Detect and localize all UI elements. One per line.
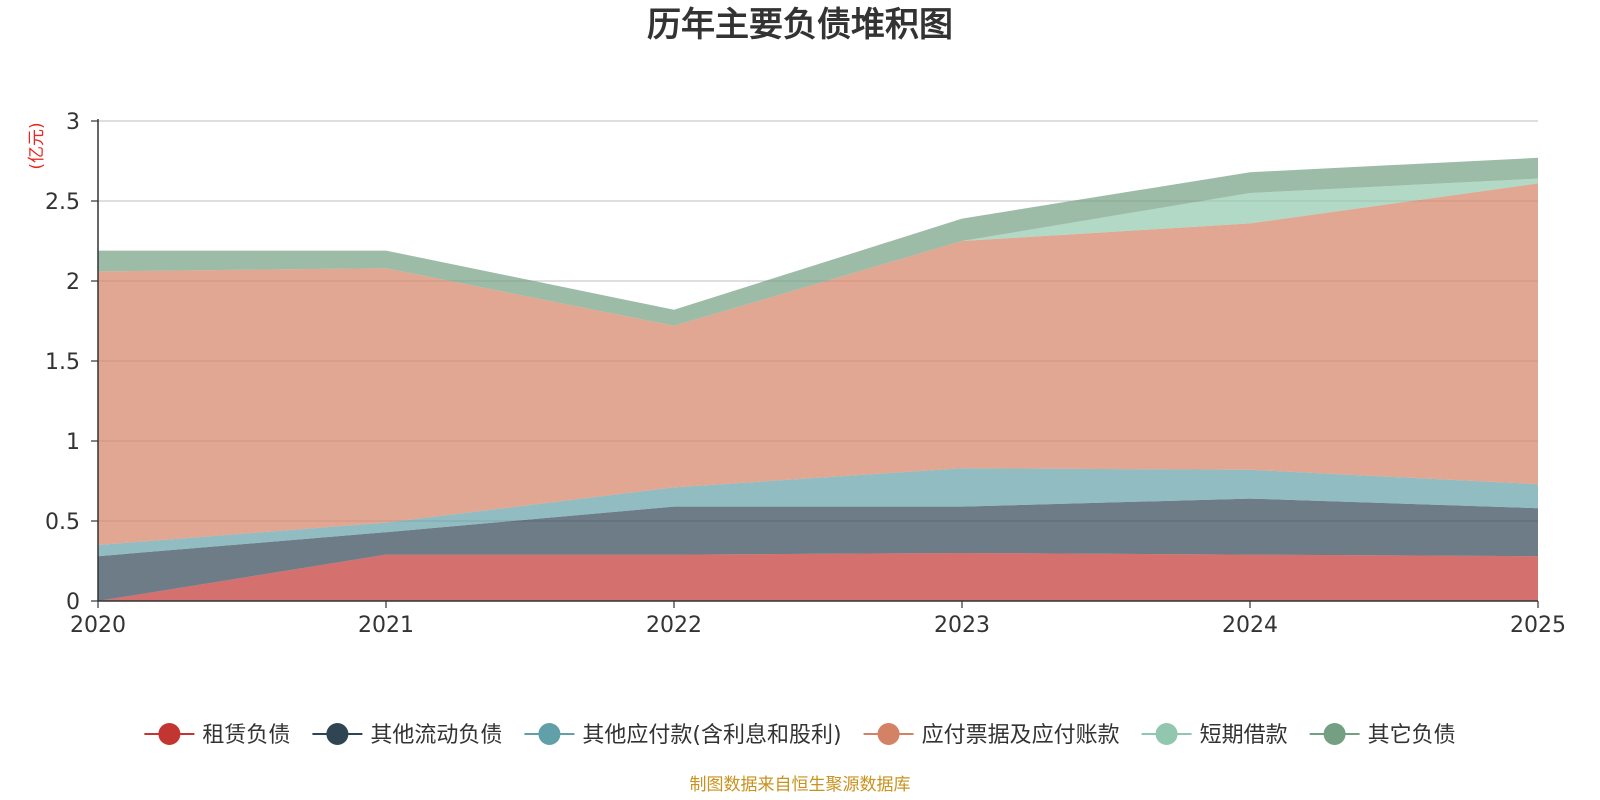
legend-item-4[interactable]: 短期借款 [1141,723,1288,748]
area-series-2 [98,468,1538,557]
legend-item-2[interactable]: 其他应付款(含利息和股利) [524,723,842,748]
area-series-0 [98,553,1538,601]
y-tick-label: 2.5 [45,190,80,215]
legend-label: 短期借款 [1200,723,1288,748]
x-tick-label: 2025 [1510,613,1566,638]
legend-label: 其他流动负债 [370,723,502,748]
legend-circle-icon [158,723,181,745]
chart-title: 历年主要负债堆积图 [647,5,953,45]
legend-circle-icon [1323,723,1346,745]
legend-circle-icon [877,723,900,745]
x-tick-label: 2021 [358,613,414,638]
area-series-3 [98,183,1538,545]
legend: 租赁负债 其他流动负债 其他应付款(含利息和股利) 应付票据及应付账款 短期借款 其它负债 [144,723,1456,748]
y-tick-label: 1.5 [45,350,80,375]
y-tick-label: 3 [66,110,80,135]
y-tick-label: 2 [66,270,80,295]
legend-item-5[interactable]: 其它负债 [1309,723,1456,748]
legend-circle-icon [326,723,349,745]
x-tick-label: 2022 [646,613,702,638]
axes: 0 0.5 1 1.5 2 2.5 3 2020 2021 2022 2023 2024 2025 [45,110,1566,638]
x-tick-label: 2024 [1222,613,1278,638]
legend-item-3[interactable]: 应付票据及应付账款 [863,723,1120,748]
legend-label: 其他应付款(含利息和股利) [582,723,841,748]
x-tick-label: 2020 [70,613,126,638]
legend-item-1[interactable]: 其他流动负债 [312,723,502,748]
area-series-5 [98,157,1538,326]
legend-circle-icon [538,723,561,745]
area-series-group [98,157,1538,601]
source-note: 制图数据来自恒生聚源数据库 [690,775,911,795]
y-axis-unit-label: (亿元) [27,122,47,169]
legend-item-0[interactable]: 租赁负债 [144,723,290,748]
y-tick-label: 0.5 [45,510,80,535]
x-tick-label: 2023 [934,613,990,638]
legend-circle-icon [1155,723,1178,745]
area-series-1 [98,498,1538,601]
area-series-4 [98,178,1538,326]
legend-label: 应付票据及应付账款 [922,723,1120,748]
y-tick-label: 1 [66,430,80,455]
y-tick-label: 0 [66,590,80,615]
legend-label: 租赁负债 [202,723,290,748]
legend-label: 其它负债 [1368,723,1456,748]
